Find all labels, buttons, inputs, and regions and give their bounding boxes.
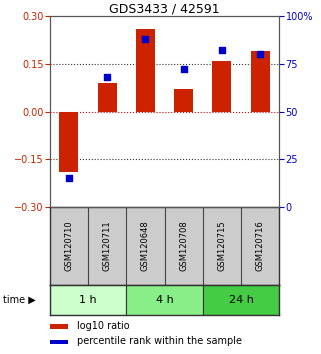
Text: GSM120648: GSM120648 bbox=[141, 221, 150, 272]
Text: 1 h: 1 h bbox=[79, 295, 97, 305]
Bar bbox=[50, 285, 126, 315]
Bar bbox=[174, 89, 193, 112]
Text: 4 h: 4 h bbox=[156, 295, 173, 305]
Point bbox=[257, 51, 263, 57]
Text: 24 h: 24 h bbox=[229, 295, 254, 305]
Bar bbox=[126, 285, 203, 315]
Bar bbox=[203, 285, 279, 315]
Bar bbox=[136, 29, 155, 112]
Point bbox=[181, 67, 186, 72]
Point bbox=[105, 74, 110, 80]
Text: GSM120715: GSM120715 bbox=[217, 221, 226, 272]
Text: percentile rank within the sample: percentile rank within the sample bbox=[77, 336, 242, 346]
Point bbox=[66, 176, 72, 181]
Bar bbox=[50, 324, 68, 329]
Title: GDS3433 / 42591: GDS3433 / 42591 bbox=[109, 3, 220, 16]
Text: log10 ratio: log10 ratio bbox=[77, 321, 130, 331]
Text: time ▶: time ▶ bbox=[3, 295, 36, 305]
Bar bbox=[50, 339, 68, 344]
Bar bbox=[98, 83, 117, 112]
Bar bbox=[212, 61, 231, 112]
Text: GSM120716: GSM120716 bbox=[256, 221, 265, 272]
Point bbox=[219, 47, 224, 53]
Text: GSM120711: GSM120711 bbox=[103, 221, 112, 272]
Point bbox=[143, 36, 148, 42]
Bar bbox=[251, 51, 270, 112]
Bar bbox=[59, 112, 78, 172]
Text: GSM120710: GSM120710 bbox=[65, 221, 74, 272]
Text: GSM120708: GSM120708 bbox=[179, 221, 188, 272]
